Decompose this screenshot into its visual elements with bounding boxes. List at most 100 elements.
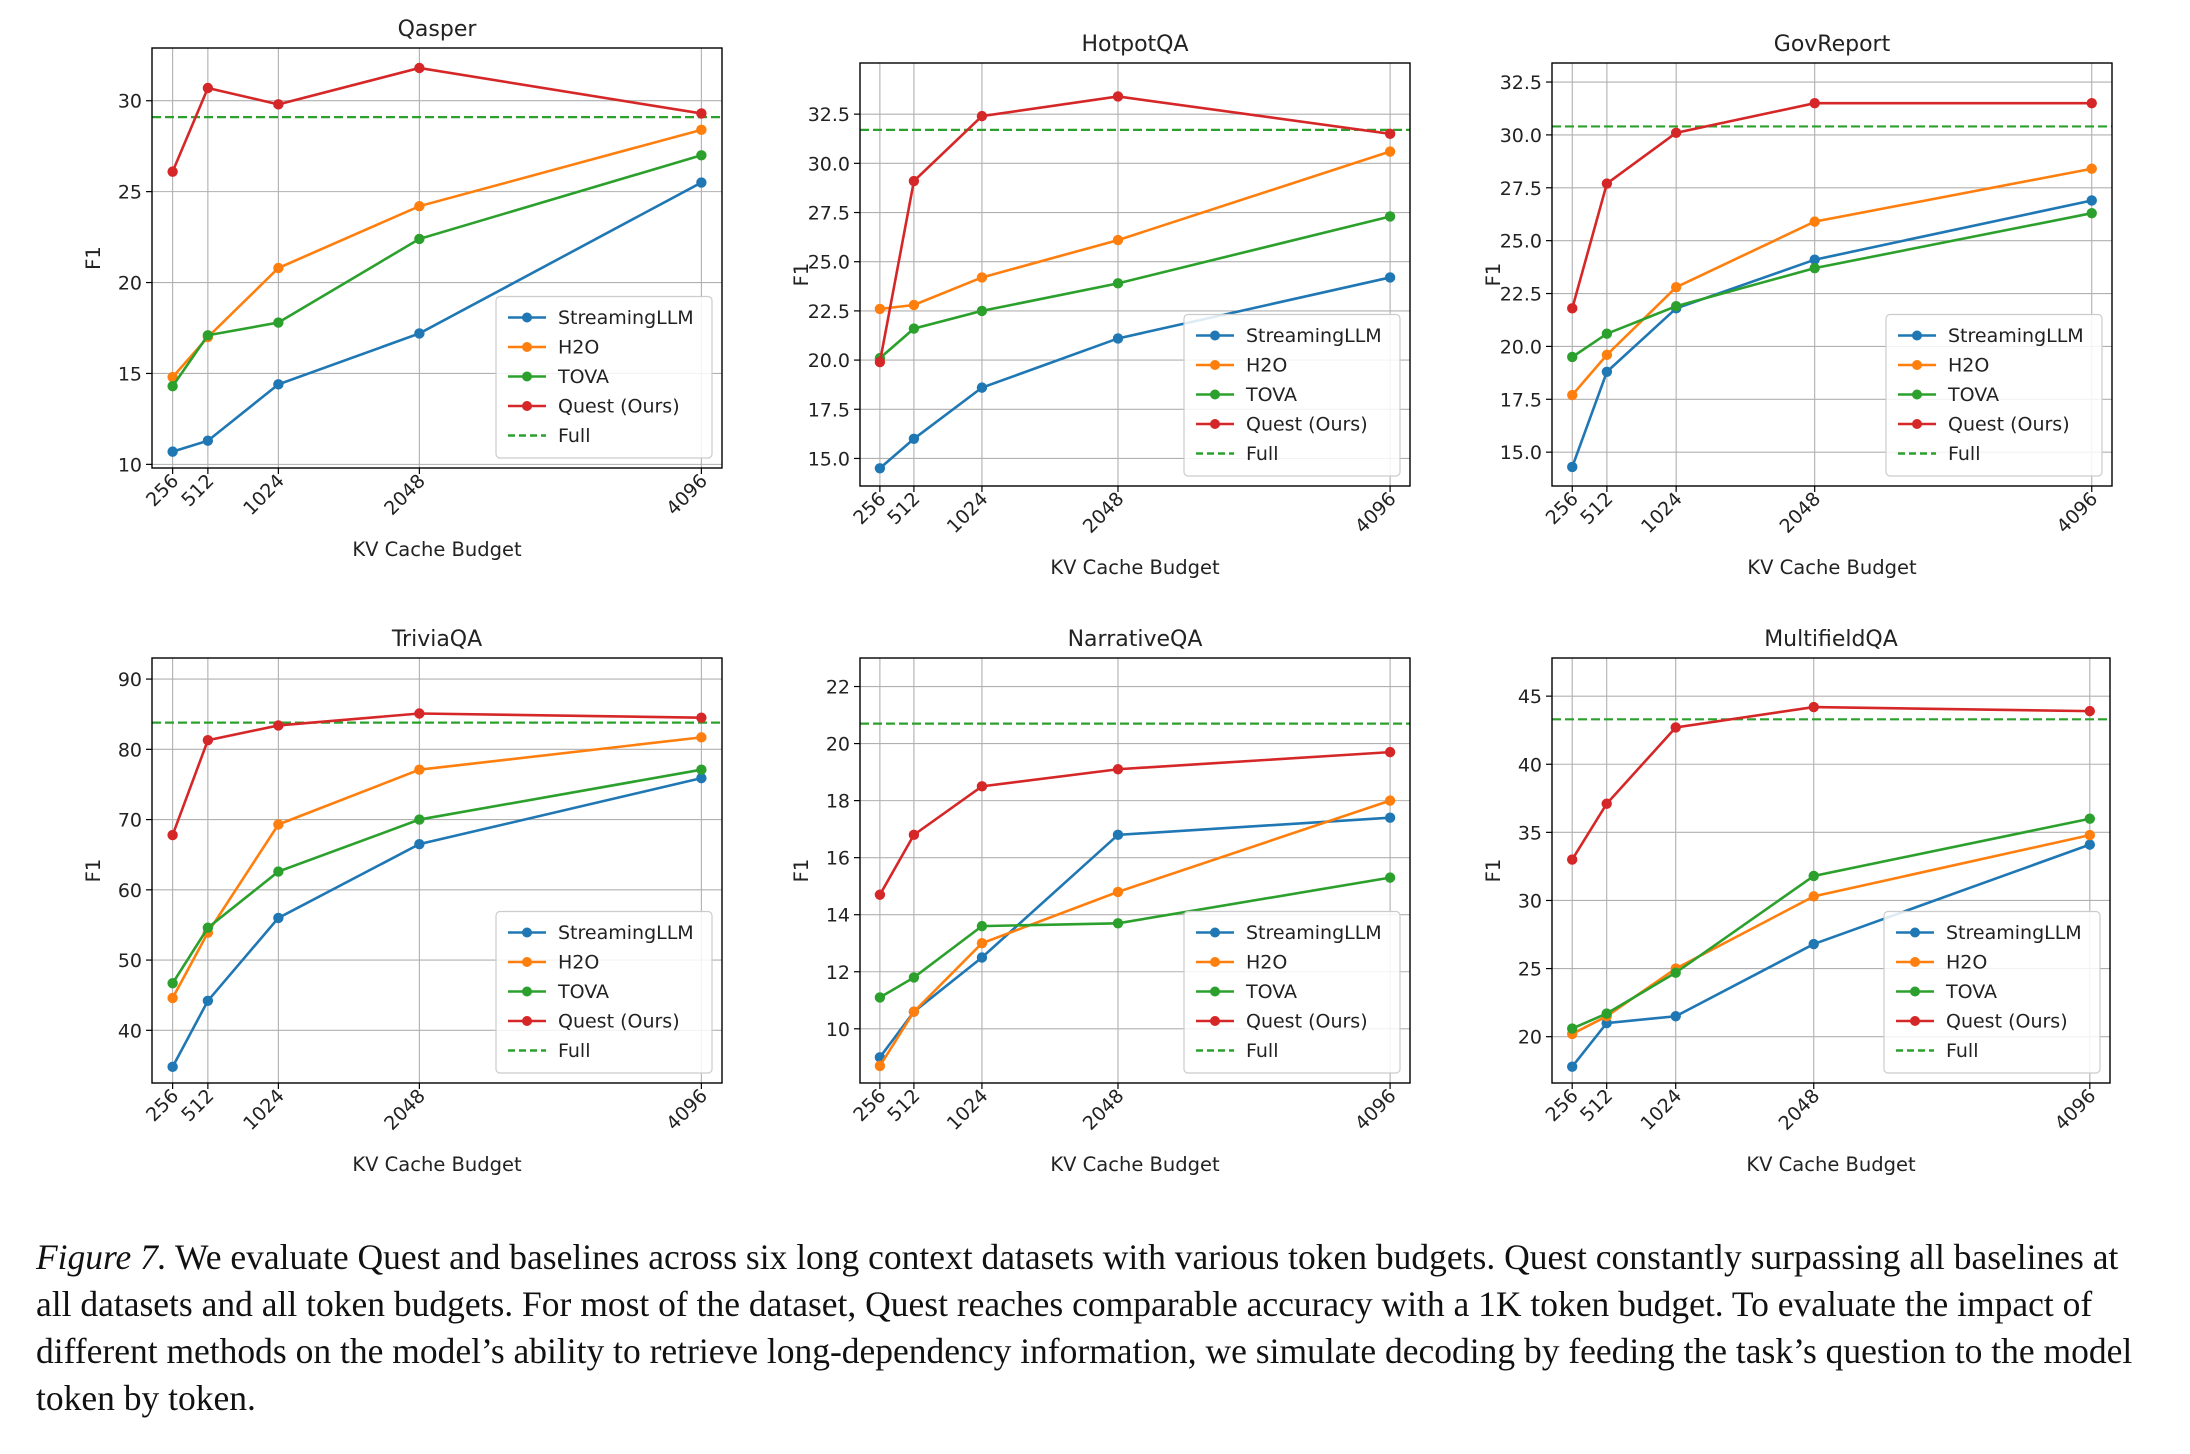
y-tick-label: 35 bbox=[1518, 822, 1542, 844]
data-point bbox=[1670, 1011, 1681, 1022]
y-axis-label: F1 bbox=[82, 859, 105, 883]
legend-marker bbox=[522, 401, 532, 411]
chart-title: HotpotQA bbox=[1081, 32, 1188, 57]
data-point bbox=[2084, 829, 2096, 841]
x-tick-label: 4096 bbox=[662, 470, 712, 520]
y-tick-label: 10 bbox=[826, 1019, 850, 1041]
chart-title: Qasper bbox=[398, 17, 478, 42]
y-tick-label: 30 bbox=[1518, 890, 1542, 912]
legend-label: TOVA bbox=[1945, 981, 1997, 1003]
caption-text: We evaluate Quest and baselines across s… bbox=[36, 1237, 2133, 1418]
data-point bbox=[908, 972, 920, 983]
x-tick-label: 1024 bbox=[1637, 488, 1687, 538]
x-axis-label: KV Cache Budget bbox=[1050, 1153, 1220, 1176]
data-point bbox=[874, 463, 886, 474]
data-point bbox=[414, 233, 425, 245]
data-point bbox=[414, 838, 425, 850]
data-point bbox=[874, 303, 886, 315]
x-tick-label: 4096 bbox=[2053, 488, 2103, 538]
y-tick-label: 22.5 bbox=[808, 301, 850, 323]
data-point bbox=[273, 99, 284, 110]
data-point bbox=[874, 356, 886, 368]
x-tick-label: 2048 bbox=[380, 470, 430, 520]
y-tick-label: 30.0 bbox=[1500, 125, 1542, 147]
legend-marker bbox=[1210, 927, 1220, 938]
legend-box bbox=[1885, 313, 2103, 477]
legend-label: H2O bbox=[1948, 355, 1989, 377]
data-point bbox=[273, 262, 284, 274]
data-point bbox=[202, 734, 214, 746]
chart-title: NarrativeQA bbox=[1068, 627, 1203, 652]
legend-label: Full bbox=[1948, 443, 1981, 465]
legend-marker bbox=[1210, 360, 1220, 370]
data-point bbox=[1112, 333, 1124, 344]
y-tick-label: 45 bbox=[1518, 686, 1542, 708]
legend-marker bbox=[1210, 419, 1220, 429]
data-point bbox=[1384, 128, 1396, 140]
legend-marker bbox=[1912, 419, 1922, 429]
data-point bbox=[976, 272, 988, 283]
data-point bbox=[908, 175, 920, 187]
data-point bbox=[1670, 722, 1681, 733]
data-point bbox=[1809, 254, 1820, 265]
legend-marker bbox=[1910, 986, 1920, 997]
legend-box bbox=[1183, 313, 1401, 477]
data-point bbox=[202, 922, 214, 933]
legend-label: Full bbox=[1246, 443, 1279, 465]
data-point bbox=[976, 781, 988, 792]
data-point bbox=[414, 764, 425, 775]
data-point bbox=[167, 1061, 178, 1073]
legend-label: TOVA bbox=[557, 981, 609, 1003]
data-point bbox=[1808, 701, 1819, 713]
data-point bbox=[2084, 705, 2096, 717]
x-axis-label: KV Cache Budget bbox=[1747, 556, 1917, 579]
x-tick-label: 256 bbox=[142, 470, 183, 511]
x-tick-label: 512 bbox=[177, 1085, 218, 1126]
caption-label: Figure 7. bbox=[36, 1237, 167, 1277]
x-axis-label: KV Cache Budget bbox=[352, 1153, 522, 1176]
legend-marker bbox=[522, 312, 532, 323]
y-tick-label: 15 bbox=[118, 363, 142, 385]
legend-label: Full bbox=[1946, 1040, 1979, 1062]
data-point bbox=[1809, 97, 1820, 109]
data-point bbox=[167, 380, 178, 392]
legend-label: Full bbox=[558, 425, 591, 447]
y-tick-label: 30.0 bbox=[808, 153, 850, 175]
y-tick-label: 25 bbox=[118, 182, 142, 204]
data-point bbox=[1808, 891, 1819, 902]
data-point bbox=[1112, 91, 1124, 102]
x-tick-label: 1024 bbox=[239, 1085, 289, 1135]
data-point bbox=[202, 82, 214, 94]
data-point bbox=[273, 866, 284, 877]
legend: StreamingLLM H2O TOVA Quest (Ours) Full bbox=[1183, 910, 1401, 1074]
data-point bbox=[1670, 127, 1682, 138]
y-tick-label: 90 bbox=[118, 669, 142, 691]
y-tick-label: 20 bbox=[826, 734, 850, 756]
legend-marker bbox=[1910, 957, 1920, 967]
legend-label: StreamingLLM bbox=[1246, 325, 1382, 347]
x-tick-label: 256 bbox=[849, 1085, 890, 1126]
y-tick-label: 32.5 bbox=[808, 104, 850, 126]
data-point bbox=[1670, 281, 1682, 293]
data-point bbox=[202, 330, 214, 341]
data-point bbox=[2084, 813, 2096, 824]
data-point bbox=[2086, 163, 2097, 174]
legend-label: TOVA bbox=[1245, 384, 1297, 406]
legend-marker bbox=[522, 1016, 532, 1026]
data-point bbox=[273, 912, 284, 924]
legend: StreamingLLM H2O TOVA Quest (Ours) Full bbox=[1885, 313, 2103, 477]
data-point bbox=[1384, 795, 1396, 806]
y-tick-label: 12 bbox=[826, 962, 850, 984]
y-axis-label: F1 bbox=[82, 246, 105, 270]
data-point bbox=[167, 829, 178, 841]
x-tick-label: 512 bbox=[883, 488, 924, 529]
figure-panels: 10 15 20 25 30 256 512 1024 2048 4096 Qasper KV Cac… bbox=[82, 17, 2113, 1176]
data-point bbox=[1112, 764, 1124, 775]
x-tick-label: 256 bbox=[1542, 1085, 1583, 1126]
data-point bbox=[1112, 829, 1124, 841]
legend-marker bbox=[1912, 389, 1922, 400]
legend-label: StreamingLLM bbox=[1946, 922, 2082, 944]
y-tick-label: 22.5 bbox=[1500, 284, 1542, 306]
